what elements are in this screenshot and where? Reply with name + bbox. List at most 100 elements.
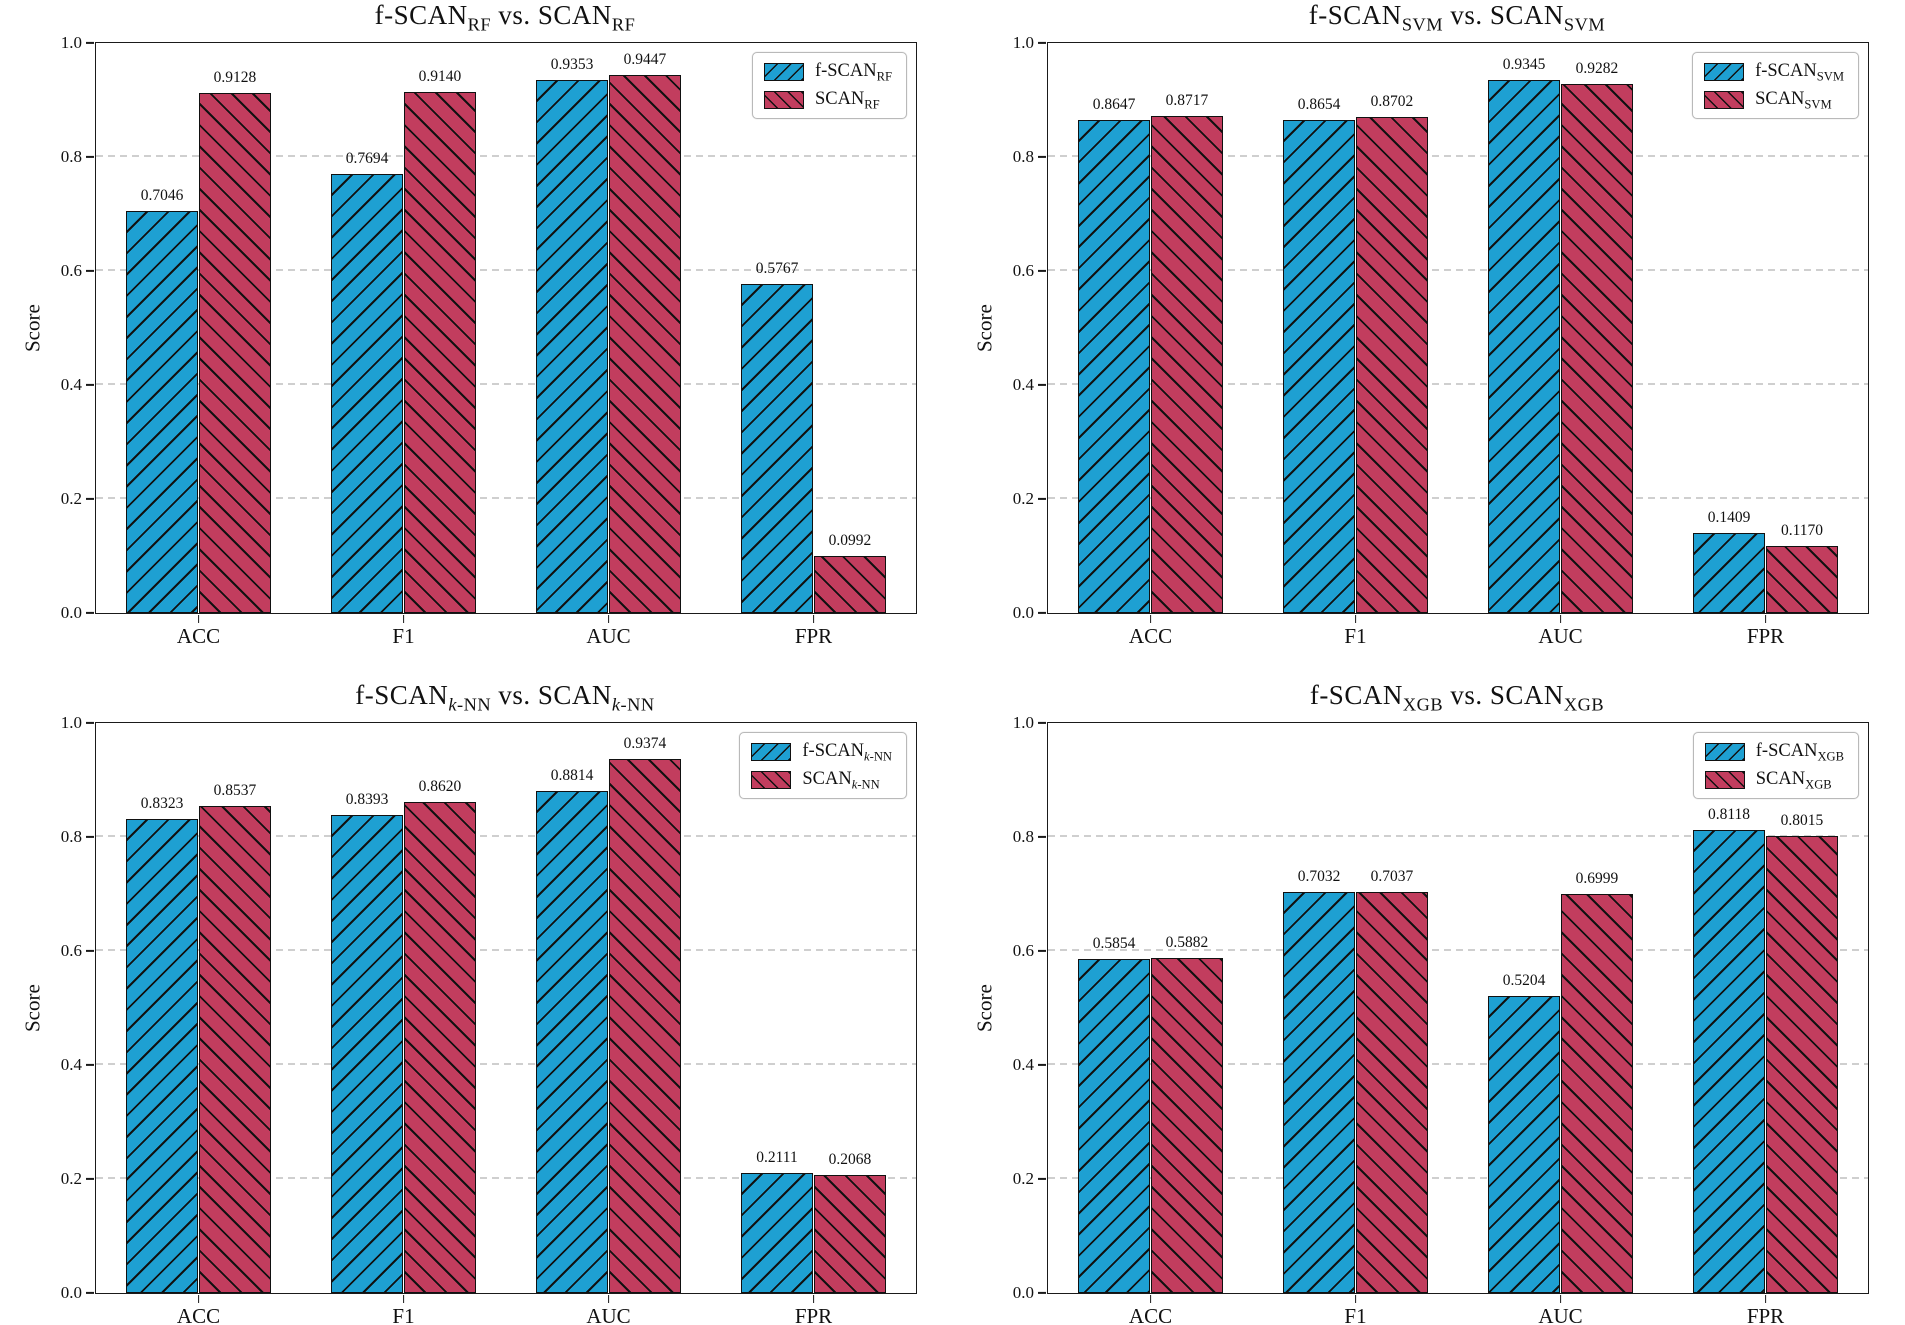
bar-scan [198,92,272,613]
bar-f-scan [740,284,814,613]
y-tick-mark [86,498,95,500]
gridline [1048,383,1868,385]
chart-title: f-SCANk-NN vs. SCANk-NN [95,680,915,715]
y-tick-label: 0.8 [1012,147,1034,166]
bar-value-label: 0.8647 [1092,96,1136,114]
bar-f-scan [740,1172,814,1293]
y-tick-mark [86,42,95,44]
legend-row: f-SCANRF [763,61,892,83]
label-text: SCAN [802,769,852,789]
bar-value-label: 0.8717 [1165,92,1209,110]
bar-value-label: 0.8620 [418,777,462,795]
chart-panel: f-SCANSVM vs. SCANSVM Score 0.0 0.2 0.4 0.6 0.… [952,0,1904,662]
label-subscript: k-NN [611,694,655,715]
bar-value-label: 0.9447 [623,50,667,68]
chart-panel: f-SCANXGB vs. SCANXGB Score 0.0 0.2 0.4 0.6 0.… [952,662,1904,1325]
bar-value-label: 0.2068 [828,1151,872,1169]
legend-swatch-f-scan [763,62,804,81]
label-text: SCAN [1755,769,1806,789]
plot-area: Score 0.0 0.2 0.4 0.6 0.8 1.0 0.8323 0.8537 ACC 0.… [21,713,917,1325]
bar-value-label: 0.7037 [1370,867,1414,885]
bar-value-label: 0.5767 [755,260,799,278]
x-tick-mark [1559,614,1562,623]
x-tick-label: FPR [1746,1304,1785,1325]
legend-label: SCANk-NN [802,769,880,792]
bar-f-scan [1487,996,1561,1293]
gridline [1048,497,1868,499]
bar-scan [403,92,477,613]
bar-scan [1150,957,1224,1293]
y-tick-label: 1.0 [1012,713,1034,732]
x-tick-label: FPR [794,624,833,648]
bar-value-label: 0.6999 [1575,870,1619,888]
gridline [96,269,916,271]
legend-label: f-SCANRF [815,61,892,83]
label-subscript: SVM [1804,97,1832,112]
legend-swatch-scan [751,770,792,789]
bar-f-scan [125,211,199,613]
bar-value-label: 0.8118 [1707,806,1751,824]
label-subscript: k-NN [851,777,880,792]
legend-swatch-scan [1704,770,1745,789]
y-tick-label: 0.6 [1012,941,1034,960]
x-tick-mark [1764,1294,1767,1303]
y-tick-mark [86,612,95,614]
x-tick-label: ACC [176,1304,221,1325]
bar-scan [608,758,682,1293]
y-tick-mark [1038,722,1047,724]
bar-value-label: 0.1409 [1707,508,1751,526]
bar-value-label: 0.9353 [550,55,594,73]
y-tick-label: 0.2 [60,1169,82,1188]
gridline [1048,1063,1868,1065]
label-subscript: RF [864,97,880,112]
chart-title: f-SCANSVM vs. SCANSVM [1047,0,1867,34]
x-tick-mark [812,614,815,623]
label-text: f-SCAN [374,0,468,30]
label-text: SCAN [1755,89,1805,109]
legend: f-SCANRF SCANRF [751,52,907,119]
y-axis-label: Score [972,984,997,1032]
legend: f-SCANXGB SCANXGB [1692,732,1859,799]
y-tick-mark [1038,1178,1047,1180]
legend-swatch-scan [1704,90,1745,109]
x-tick-mark [607,1294,610,1303]
label-text: vs. SCAN [1443,0,1564,30]
y-tick-mark [86,270,95,272]
bar-f-scan [330,174,404,613]
x-tick-label: ACC [176,624,221,648]
bar-f-scan [535,790,609,1293]
y-axis-label: Score [972,304,997,352]
y-tick-mark [1038,42,1047,44]
bar-value-label: 0.5882 [1165,933,1209,951]
bar-scan [403,801,477,1293]
chart-panel: f-SCANRF vs. SCANRF Score 0.0 0.2 0.4 0.6 0.8 1… [0,0,952,662]
x-tick-label: AUC [1538,624,1583,648]
y-tick-label: 0.6 [60,941,82,960]
y-tick-label: 0.2 [60,489,82,508]
bar-scan [1560,894,1634,1293]
bar-f-scan [1282,119,1356,613]
bar-f-scan [535,79,609,613]
label-text: f-SCAN [355,680,449,710]
x-tick-mark [1149,614,1152,623]
label-text: f-SCAN [802,741,865,761]
gridline [1048,949,1868,951]
x-tick-label: ACC [1128,624,1173,648]
y-tick-label: 0.2 [1012,1169,1034,1188]
chart-title: f-SCANRF vs. SCANRF [95,0,915,34]
legend-row: SCANSVM [1704,89,1844,112]
bar-scan [1560,83,1634,613]
x-tick-label: F1 [392,1304,415,1325]
bar-value-label: 0.8537 [213,782,257,800]
bar-value-label: 0.8015 [1780,812,1824,830]
x-tick-label: F1 [1344,624,1367,648]
y-tick-label: 0.0 [60,1283,82,1302]
label-subscript: XGB [1817,749,1844,764]
x-tick-mark [402,614,405,623]
bar-scan [608,74,682,613]
y-tick-mark [1038,836,1047,838]
y-tick-label: 0.4 [60,1055,82,1074]
gridline [96,1063,916,1065]
bar-scan [1355,117,1429,613]
